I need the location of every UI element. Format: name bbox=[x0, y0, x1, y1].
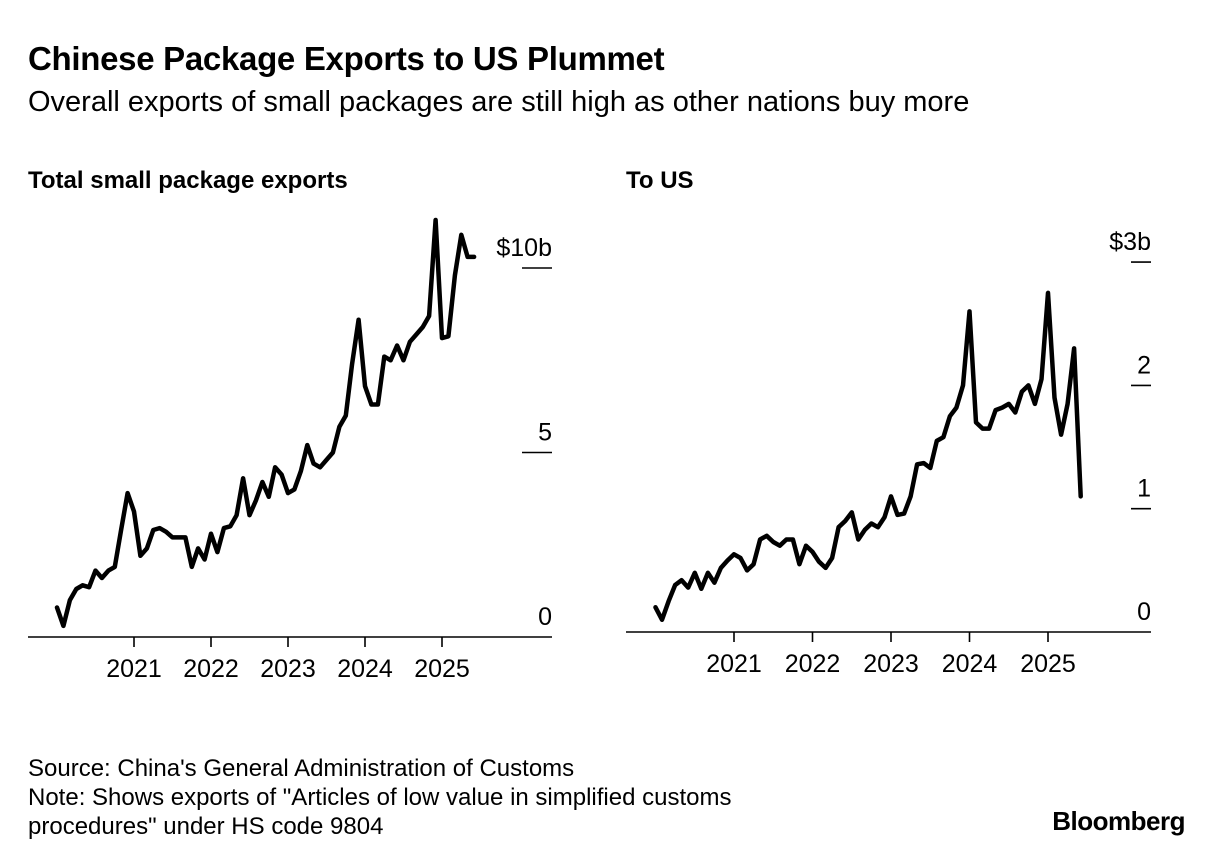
panel-title-total: Total small package exports bbox=[28, 167, 348, 194]
total-series-line bbox=[54, 217, 477, 629]
us-x-tick-label: 2025 bbox=[1020, 650, 1076, 678]
us-x-tick-label: 2024 bbox=[942, 650, 998, 678]
total-y-tick-label: $10b bbox=[496, 234, 552, 262]
us-x-tick-label: 2022 bbox=[785, 650, 841, 678]
bloomberg-logo: Bloomberg bbox=[1052, 806, 1185, 836]
panel-title-us: To US bbox=[626, 167, 694, 194]
us-y-tick-label: 1 bbox=[1137, 475, 1151, 503]
us-series-line bbox=[653, 290, 1083, 622]
us-y-tick-label: 2 bbox=[1137, 351, 1151, 379]
total-y-tick-label: 5 bbox=[538, 419, 552, 447]
total-x-tick-label: 2022 bbox=[183, 655, 239, 683]
chart-subtitle: Overall exports of small packages are st… bbox=[28, 86, 970, 118]
us-x-tick-label: 2023 bbox=[863, 650, 919, 678]
source-note: Source: China's General Administration o… bbox=[28, 754, 848, 841]
total-x-tick-label: 2021 bbox=[106, 655, 162, 683]
us-y-tick-label: $3b bbox=[1109, 228, 1151, 256]
chart-title: Chinese Package Exports to US Plummet bbox=[28, 40, 665, 77]
source-line: Source: China's General Administration o… bbox=[28, 755, 575, 782]
total-y-tick-label: 0 bbox=[538, 603, 552, 631]
us-x-tick-label: 2021 bbox=[706, 650, 762, 678]
note-line: Note: Shows exports of "Articles of low … bbox=[28, 784, 732, 840]
total-x-tick-label: 2023 bbox=[260, 655, 316, 683]
us-y-tick-label: 0 bbox=[1137, 598, 1151, 626]
total-x-tick-label: 2024 bbox=[337, 655, 393, 683]
total-x-tick-label: 2025 bbox=[414, 655, 470, 683]
